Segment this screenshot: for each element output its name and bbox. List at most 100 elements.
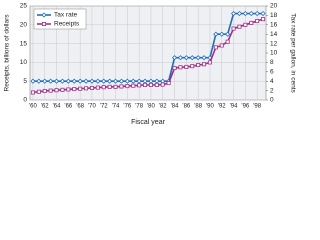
marker (101, 78, 107, 84)
marker (177, 55, 184, 61)
marker (207, 60, 212, 65)
marker (84, 86, 89, 91)
legend-label: Tax rate (54, 12, 78, 19)
series-line (32, 12, 264, 82)
marker (30, 78, 36, 84)
marker (160, 82, 165, 87)
marker (249, 20, 254, 25)
marker (148, 82, 153, 87)
y2-tick-label: 12 (270, 40, 278, 47)
marker (48, 88, 53, 93)
marker (95, 85, 100, 90)
series-line (32, 18, 264, 94)
marker (231, 26, 236, 31)
x-tick-label: '96 (241, 104, 249, 110)
marker (101, 85, 106, 90)
y-tick-label: 10 (20, 59, 28, 66)
legend-marker (42, 21, 47, 26)
x-tick-label: '66 (64, 104, 72, 110)
y2-tick-label: 20 (270, 3, 278, 10)
marker (254, 10, 260, 17)
marker (112, 78, 119, 84)
marker (172, 66, 177, 71)
marker (219, 43, 224, 48)
x-tick-label: '80 (147, 104, 155, 110)
marker (184, 64, 189, 69)
marker (190, 64, 195, 69)
y2-axis-title: Tax rate per gallon, in cents (289, 13, 296, 93)
marker (236, 10, 243, 17)
marker (107, 84, 112, 89)
marker (119, 84, 124, 89)
marker (65, 78, 71, 84)
marker (78, 86, 83, 91)
x-tick-label: '74 (112, 104, 120, 110)
x-tick-label: '60 (29, 104, 37, 110)
marker (42, 78, 48, 84)
marker (230, 10, 237, 17)
marker (77, 78, 83, 84)
x-tick-label: '70 (88, 104, 96, 110)
marker (136, 78, 142, 84)
marker (53, 78, 60, 84)
y2-tick-label: 10 (270, 50, 278, 57)
x-tick-label: '76 (123, 104, 131, 110)
marker (202, 62, 207, 67)
marker (195, 55, 201, 61)
chart: Fiscal year Receipts, billions of dollar… (4, 3, 297, 126)
y-axis-title: Receipts, billions of dollars (4, 14, 11, 92)
marker (237, 24, 242, 29)
y-tick-label: 20 (20, 22, 28, 29)
marker (113, 84, 118, 89)
x-tick-label: '64 (53, 104, 61, 110)
marker (118, 78, 125, 84)
marker (213, 31, 219, 37)
marker (83, 78, 89, 84)
marker (42, 88, 47, 93)
marker (66, 87, 71, 92)
y-tick-label: 5 (23, 78, 27, 85)
marker (137, 83, 142, 88)
x-tick-label: '68 (76, 104, 84, 110)
y-tick-label: 25 (20, 3, 28, 10)
x-tick-label: '72 (100, 104, 108, 110)
x-tick-label: '62 (41, 104, 49, 110)
y2-tick-label: 8 (270, 59, 274, 66)
marker (36, 89, 41, 94)
x-tick-label: '86 (182, 104, 190, 110)
marker (36, 78, 42, 84)
y2-tick-label: 6 (270, 69, 274, 76)
marker (255, 19, 260, 24)
y2-tick-label: 14 (270, 31, 278, 38)
marker (225, 39, 230, 44)
marker (143, 82, 148, 87)
marker (219, 31, 225, 37)
marker (48, 78, 54, 84)
marker (248, 10, 254, 17)
marker (89, 78, 95, 84)
y2-tick-label: 4 (270, 78, 274, 85)
marker (201, 55, 207, 61)
x-tick-label: '78 (135, 104, 143, 110)
x-tick-label: '90 (206, 104, 214, 110)
marker (242, 10, 248, 17)
marker (225, 31, 231, 37)
y2-tick-label: 16 (270, 22, 278, 29)
marker (30, 90, 35, 95)
marker (130, 78, 136, 84)
marker (189, 55, 195, 61)
y2-tick-label: 0 (270, 97, 274, 104)
x-tick-label: '84 (171, 104, 179, 110)
legend-marker (41, 12, 47, 18)
marker (154, 82, 159, 87)
marker (71, 78, 77, 84)
y2-tick-label: 2 (270, 87, 274, 94)
marker (60, 87, 65, 92)
marker (260, 10, 266, 17)
y-tick-label: 0 (23, 97, 27, 104)
marker (59, 78, 66, 84)
x-tick-label: '94 (230, 104, 238, 110)
legend-label: Receipts (54, 21, 80, 28)
marker (183, 55, 189, 61)
marker (107, 78, 113, 84)
